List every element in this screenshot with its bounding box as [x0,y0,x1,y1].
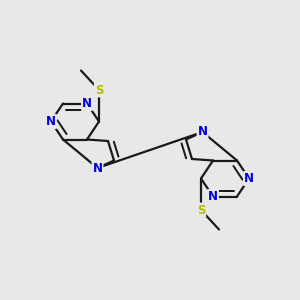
Text: S: S [95,83,103,97]
Text: N: N [197,125,208,139]
Text: N: N [82,97,92,110]
Text: N: N [244,172,254,185]
Text: S: S [197,203,205,217]
Text: N: N [92,161,103,175]
Text: N: N [46,115,56,128]
Text: N: N [208,190,218,203]
